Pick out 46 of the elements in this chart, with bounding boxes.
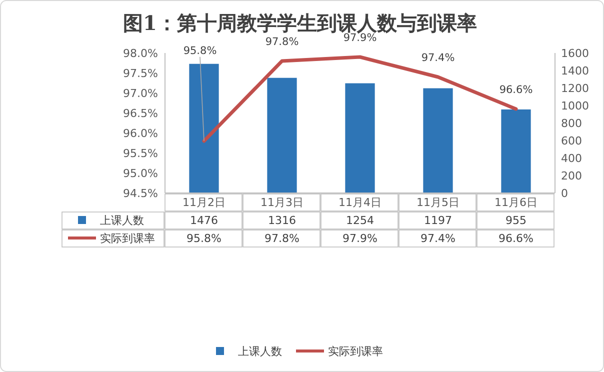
y2-tick-label: 1400 — [561, 64, 589, 78]
text: 97.8% — [265, 36, 299, 48]
bar — [189, 64, 219, 193]
data-label: 1316 — [268, 214, 296, 227]
data-label: 95.8% — [186, 232, 222, 245]
data-label: 1197 — [424, 214, 452, 227]
x-tick-label: 11月3日 — [260, 196, 304, 209]
y2-tick-label: 600 — [561, 134, 582, 148]
y-tick-label: 96.5% — [123, 107, 158, 120]
x-tick-label: 11月2日 — [182, 196, 226, 209]
y2-tick-label: 800 — [561, 117, 582, 130]
y2-tick-label: 400 — [561, 152, 582, 165]
y-tick-label: 95.0% — [123, 167, 158, 180]
y2-tick-label: 1200 — [561, 82, 589, 95]
text: 上课人数 — [238, 345, 282, 358]
text: 实际到课率 — [328, 345, 383, 358]
y-tick-label: 95.5% — [123, 147, 158, 160]
y-tick-label: 98.0% — [123, 47, 158, 60]
bar — [345, 83, 375, 193]
bar — [423, 88, 453, 193]
x-tick-label: 11月6日 — [494, 196, 538, 209]
y-tick-label: 97.0% — [123, 87, 158, 100]
data-label: 97.8% — [264, 232, 300, 245]
text: 95.8% — [183, 44, 217, 57]
y2-tick-label: 1000 — [561, 100, 589, 112]
legend-label: 实际到课率 — [100, 232, 155, 245]
data-label: 1476 — [190, 214, 218, 227]
y2-tick-label: 0 — [561, 187, 568, 200]
x-tick-label: 11月4日 — [338, 196, 382, 209]
legend-label: 上课人数 — [100, 214, 144, 227]
data-label: 97.4% — [420, 232, 456, 245]
text: 96.6% — [499, 84, 533, 96]
bar — [501, 109, 531, 193]
text: 97.9% — [343, 32, 377, 44]
y2-tick-label: 200 — [561, 170, 582, 182]
data-label: 1254 — [346, 214, 374, 227]
x-tick-label: 11月5日 — [416, 196, 460, 209]
y-tick-label: 97.5% — [123, 67, 158, 80]
y-tick-label: 94.5% — [123, 187, 158, 200]
text: 97.4% — [421, 52, 455, 64]
data-label: 97.9% — [342, 232, 378, 245]
data-label: 955 — [506, 214, 526, 227]
bar — [267, 78, 297, 193]
data-label: 96.6% — [498, 232, 534, 245]
y-tick-label: 96.0% — [123, 127, 158, 140]
y2-tick-label: 1600 — [561, 47, 589, 60]
